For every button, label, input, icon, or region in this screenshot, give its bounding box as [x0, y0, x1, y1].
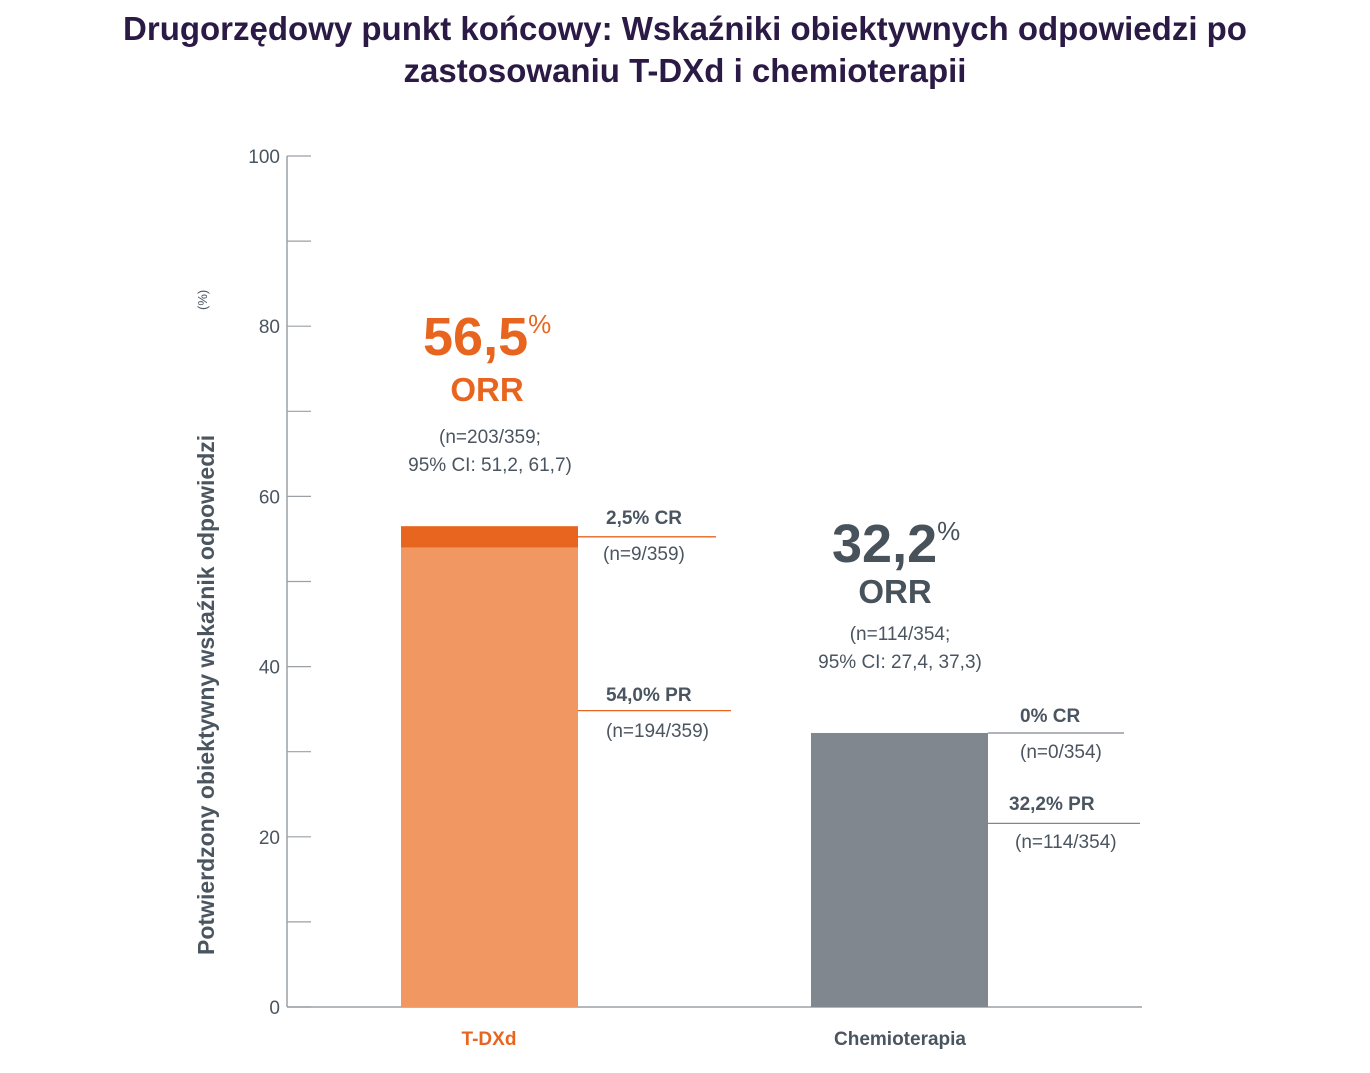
- chemo-n-line: (n=114/354;: [850, 624, 951, 645]
- chemo-orr-value: 32,2%: [832, 514, 960, 574]
- tdxd-pr-n: (n=194/359): [606, 721, 709, 742]
- tdxd-pr-label: 54,0% PR: [606, 685, 692, 706]
- chemo-bar-pr: [811, 732, 988, 1007]
- tdxd-orr-value: 56,5%: [423, 307, 551, 367]
- chemo-orr-percent: %: [937, 516, 960, 546]
- chart-title-line-1: Drugorzędowy punkt końcowy: Wskaźniki ob…: [123, 10, 1247, 47]
- tdxd-ci-line: 95% CI: 51,2, 61,7): [408, 455, 572, 476]
- x-tick-label-chemo: Chemioterapia: [834, 1029, 966, 1050]
- chemo-orr-number: 32,2: [832, 514, 937, 574]
- chemo-pr-label: 32,2% PR: [1009, 794, 1095, 815]
- tdxd-orr-percent: %: [528, 309, 551, 339]
- y-axis-unit: (%): [195, 290, 210, 310]
- tdxd-orr-label: ORR: [450, 371, 524, 408]
- tdxd-orr-number: 56,5: [423, 307, 528, 367]
- tdxd-bar-pr: [401, 547, 578, 1007]
- tdxd-cr-label: 2,5% CR: [606, 508, 682, 529]
- chemo-pr-n: (n=114/354): [1015, 832, 1117, 853]
- y-tick-label: 20: [259, 828, 280, 849]
- chemo-cr-n: (n=0/354): [1020, 742, 1102, 763]
- tdxd-cr-n: (n=9/359): [603, 544, 685, 565]
- chemo-cr-label: 0% CR: [1020, 706, 1080, 727]
- x-tick-label-tdxd: T-DXd: [462, 1029, 517, 1050]
- tdxd-n-line: (n=203/359;: [439, 427, 541, 448]
- annotations: Potwierdzony obiektywny wskaźnik odpowie…: [193, 290, 1117, 1050]
- y-tick-label: 0: [269, 998, 280, 1019]
- y-tick-label: 60: [259, 487, 280, 508]
- bars: [401, 526, 1140, 1007]
- chemo-ci-line: 95% CI: 27,4, 37,3): [818, 652, 982, 673]
- y-tick-label: 100: [248, 147, 280, 168]
- chemo-orr-label: ORR: [858, 573, 932, 610]
- y-axis: 0 20 40 60 80 100: [248, 147, 1142, 1019]
- y-axis-label: Potwierdzony obiektywny wskaźnik odpowie…: [193, 435, 219, 955]
- chart-title: Drugorzędowy punkt końcowy: Wskaźniki ob…: [0, 8, 1370, 92]
- chart-title-line-2: zastosowaniu T-DXd i chemioterapii: [403, 52, 967, 89]
- tdxd-bar-cr: [401, 526, 578, 548]
- y-tick-label: 40: [259, 658, 280, 679]
- y-tick-label: 80: [259, 317, 280, 338]
